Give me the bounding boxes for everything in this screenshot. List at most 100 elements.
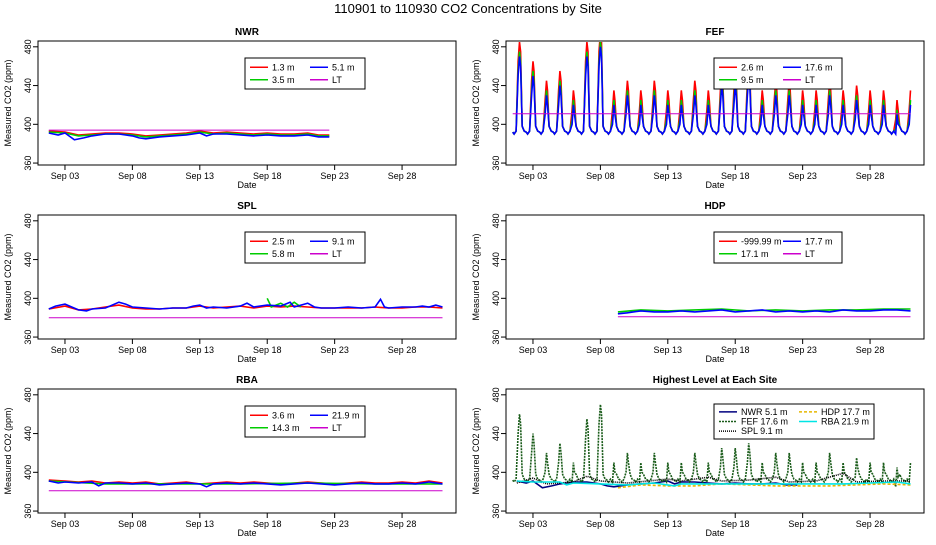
legend-label: 9.5 m — [741, 75, 764, 85]
panel-fef: FEF Sep 03 Sep 08 Sep 13 Sep 18 Sep 23 Sep 28 3… — [471, 27, 925, 190]
y-axis-label: Measured CO2 (ppm) — [471, 59, 481, 146]
x-tick-label: Sep 13 — [186, 171, 215, 181]
y-tick-label: 400 — [491, 291, 501, 306]
series-line — [48, 304, 443, 311]
plot-frame — [37, 214, 457, 340]
x-tick-label: Sep 03 — [51, 519, 80, 529]
x-tick-label: Sep 18 — [253, 519, 282, 529]
legend-label: 21.9 m — [332, 410, 360, 420]
x-tick-label: Sep 28 — [388, 345, 417, 355]
x-tick-label: Sep 03 — [51, 345, 80, 355]
x-tick-label: Sep 18 — [721, 171, 750, 181]
x-tick-label: Sep 03 — [519, 345, 548, 355]
legend-label: 2.6 m — [741, 62, 764, 72]
series-line — [48, 297, 443, 312]
legend: -999.99 m 17.1 m 17.7 m LT — [713, 231, 843, 264]
legend-label: 14.3 m — [272, 423, 300, 433]
plot-frame — [505, 214, 925, 340]
series-line — [516, 480, 911, 487]
x-tick-label: Sep 08 — [118, 519, 147, 529]
legend-label: LT — [332, 249, 342, 259]
series-line — [48, 479, 443, 485]
panel-title: HDP — [704, 201, 725, 212]
x-axis-label: Date — [237, 180, 256, 190]
y-tick-label: 360 — [23, 330, 33, 345]
x-tick-label: Sep 13 — [654, 519, 683, 529]
panel-title: Highest Level at Each Site — [653, 375, 778, 386]
series-line — [516, 472, 911, 485]
y-tick-label: 360 — [491, 330, 501, 345]
y-axis-label: Measured CO2 (ppm) — [3, 233, 13, 320]
series-line — [48, 132, 330, 141]
series-group — [617, 308, 911, 318]
legend: 2.6 m 9.5 m 17.6 m LT — [713, 57, 843, 90]
legend-label: 2.5 m — [272, 236, 295, 246]
legend-label: 17.6 m — [805, 62, 833, 72]
legend-label: RBA 21.9 m — [821, 417, 869, 427]
panel-nwr: NWR Sep 03 Sep 08 Sep 13 Sep 18 Sep 23 Sep 28 3… — [3, 27, 457, 190]
y-tick-label: 400 — [23, 117, 33, 132]
x-tick-label: Sep 03 — [51, 171, 80, 181]
x-tick-label: Sep 13 — [654, 345, 683, 355]
y-tick-label: 360 — [23, 504, 33, 519]
y-tick-label: 400 — [23, 465, 33, 480]
x-tick-label: Sep 13 — [186, 519, 215, 529]
series-line — [512, 46, 912, 137]
y-tick-label: 440 — [491, 252, 501, 267]
x-tick-label: Sep 18 — [721, 519, 750, 529]
series-line — [617, 309, 911, 315]
y-axis-label: Measured CO2 (ppm) — [471, 233, 481, 320]
y-tick-label: 440 — [23, 252, 33, 267]
y-tick-label: 440 — [23, 426, 33, 441]
x-tick-label: Sep 08 — [118, 171, 147, 181]
legend-box — [244, 57, 366, 90]
y-tick-label: 480 — [23, 39, 33, 54]
x-tick-label: Sep 03 — [519, 519, 548, 529]
legend-label: FEF 17.6 m — [741, 417, 788, 427]
legend-label: HDP 17.7 m — [821, 407, 870, 417]
y-tick-label: 400 — [491, 465, 501, 480]
panel-hdp: HDP Sep 03 Sep 08 Sep 13 Sep 18 Sep 23 Sep 28 3… — [471, 201, 925, 364]
legend-label: SPL 9.1 m — [741, 426, 783, 436]
legend: 1.3 m 3.5 m 5.1 m LT — [244, 57, 366, 90]
x-axis-label: Date — [705, 528, 724, 538]
legend-label: NWR 5.1 m — [741, 407, 788, 417]
x-tick-label: Sep 23 — [788, 171, 817, 181]
panel-title: SPL — [237, 201, 256, 212]
legend-label: 17.7 m — [805, 236, 833, 246]
y-tick-label: 400 — [491, 117, 501, 132]
panel-title: FEF — [706, 27, 725, 38]
legend-label: 5.8 m — [272, 249, 295, 259]
series-group — [48, 479, 443, 492]
x-tick-label: Sep 23 — [320, 171, 349, 181]
legend-label: 9.1 m — [332, 236, 355, 246]
y-tick-label: 360 — [491, 156, 501, 171]
x-tick-label: Sep 13 — [654, 171, 683, 181]
y-tick-label: 400 — [23, 291, 33, 306]
series-line — [48, 130, 330, 137]
y-tick-label: 440 — [491, 78, 501, 93]
x-tick-label: Sep 28 — [856, 345, 885, 355]
series-line — [48, 480, 443, 488]
page-title: 110901 to 110930 CO2 Concentrations by S… — [334, 1, 602, 16]
legend-label: -999.99 m — [741, 236, 782, 246]
plot-frame — [37, 40, 457, 166]
x-tick-label: Sep 23 — [788, 519, 817, 529]
series-group — [512, 404, 912, 489]
series-group — [512, 42, 912, 137]
panel-title: RBA — [236, 375, 258, 386]
x-tick-label: Sep 13 — [186, 345, 215, 355]
plot-frame — [505, 40, 925, 166]
x-tick-label: Sep 23 — [788, 345, 817, 355]
panel-title: NWR — [235, 27, 260, 38]
x-tick-label: Sep 08 — [118, 345, 147, 355]
legend-label: LT — [332, 75, 342, 85]
legend-label: 3.5 m — [272, 75, 295, 85]
legend-box — [713, 57, 843, 90]
series-line — [617, 483, 911, 489]
x-axis-label: Date — [705, 180, 724, 190]
series-group — [48, 129, 330, 141]
y-tick-label: 360 — [491, 504, 501, 519]
legend-label: LT — [332, 423, 342, 433]
